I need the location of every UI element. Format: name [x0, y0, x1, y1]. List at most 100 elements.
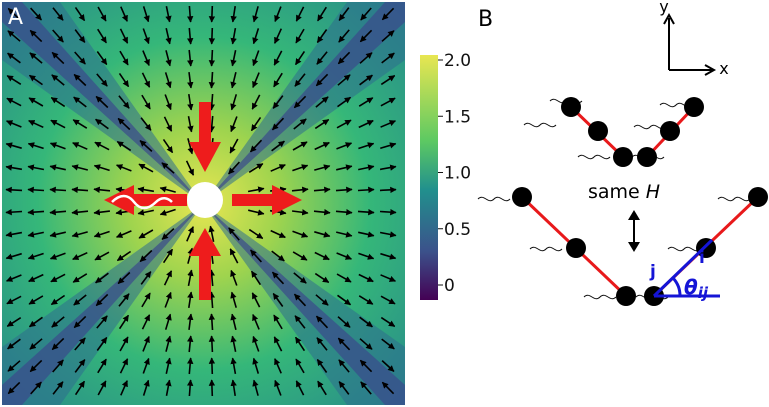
- field-vector: [7, 7, 21, 21]
- field-vector: [208, 291, 216, 309]
- field-vector: [187, 93, 194, 111]
- field-vector: [247, 186, 265, 193]
- field-vector: [317, 6, 327, 22]
- field-vector: [165, 50, 172, 67]
- field-vector: [336, 119, 352, 129]
- field-vector: [164, 313, 172, 330]
- field-vector: [336, 273, 352, 283]
- field-vector: [230, 27, 237, 45]
- field-vector: [116, 164, 132, 172]
- particle: [616, 286, 636, 306]
- field-vector: [161, 228, 175, 240]
- field-vector: [163, 116, 173, 132]
- field-vector: [71, 231, 88, 238]
- field-vector: [165, 379, 172, 396]
- field-vector: [5, 252, 22, 260]
- field-vector: [359, 316, 373, 328]
- field-vector: [359, 29, 373, 43]
- field-vector: [357, 208, 375, 216]
- field-vector: [187, 27, 194, 45]
- field-vector: [97, 380, 107, 396]
- field-vector: [271, 271, 285, 285]
- field-vector: [186, 379, 194, 397]
- field-vector: [315, 294, 329, 306]
- force-arrows: [104, 102, 302, 300]
- field-vector: [118, 72, 130, 88]
- field-vector: [251, 94, 261, 110]
- field-vector: [116, 250, 132, 262]
- field-vector: [72, 251, 88, 261]
- field-vector: [94, 141, 110, 151]
- field-vector: [295, 380, 305, 396]
- field-vector: [358, 231, 375, 238]
- label-j: j: [649, 262, 656, 282]
- field-vector: [52, 381, 64, 395]
- particle: [684, 97, 704, 117]
- field-vector: [118, 95, 130, 109]
- field-vector: [7, 381, 21, 395]
- field-vector: [27, 164, 45, 171]
- field-vector: [49, 209, 67, 216]
- field-vector: [142, 50, 150, 66]
- particle: [566, 238, 586, 258]
- field-vector: [5, 186, 23, 194]
- field-vector: [27, 231, 44, 238]
- field-vector: [29, 29, 43, 43]
- field-vector: [230, 291, 237, 308]
- panel-b-letter: B: [478, 7, 493, 32]
- field-vector: [52, 29, 64, 43]
- field-vector: [316, 29, 328, 44]
- field-vector: [314, 164, 331, 171]
- field-vector: [208, 5, 216, 23]
- field-vector: [230, 5, 237, 23]
- field-vector: [208, 93, 216, 111]
- field-vector: [29, 52, 43, 64]
- field-vector: [379, 231, 397, 238]
- field-vector: [96, 315, 108, 329]
- colorbar-ticks: 2.0 1.5 1.0 0.5 0: [438, 51, 471, 296]
- field-vector: [117, 117, 131, 131]
- field-vector: [30, 381, 42, 395]
- field-vector: [358, 97, 374, 107]
- field-vector: [50, 96, 66, 108]
- field-vector: [72, 273, 88, 283]
- field-vector: [337, 51, 351, 65]
- field-vector: [93, 186, 111, 193]
- field-vector: [230, 335, 237, 352]
- field-vector: [292, 164, 309, 172]
- field-vector: [29, 338, 43, 350]
- field-vector: [187, 71, 194, 89]
- field-vector: [186, 5, 194, 23]
- field-vector: [97, 28, 107, 44]
- field-vector: [96, 73, 108, 87]
- field-vector: [164, 72, 172, 89]
- colorbar-tick-label: 2.0: [444, 51, 471, 71]
- field-vector: [71, 209, 89, 216]
- field-vector: [271, 250, 285, 262]
- field-vector: [230, 357, 237, 375]
- particle: [561, 97, 581, 117]
- particle: [637, 147, 657, 167]
- field-vector: [379, 164, 397, 171]
- field-vector: [248, 163, 264, 173]
- field-vector: [337, 96, 352, 108]
- field-vector: [119, 336, 129, 352]
- angle-annotation: [652, 238, 720, 298]
- panel-b: B y x: [477, 0, 768, 306]
- axis-y-label: y: [659, 0, 668, 16]
- field-vector: [291, 209, 309, 216]
- field-vector: [315, 315, 329, 329]
- force-arrow-top-icon: [189, 102, 221, 172]
- field-vector: [50, 273, 66, 283]
- field-vector: [93, 164, 110, 172]
- field-vector: [359, 52, 373, 64]
- field-vector: [252, 50, 260, 67]
- colorbar-tick-label: 0.5: [444, 220, 471, 240]
- field-vector: [252, 6, 259, 23]
- field-vector: [118, 314, 130, 330]
- field-vector: [50, 119, 66, 129]
- field-vector: [50, 294, 66, 306]
- field-vector: [5, 231, 23, 238]
- field-vector: [187, 357, 194, 375]
